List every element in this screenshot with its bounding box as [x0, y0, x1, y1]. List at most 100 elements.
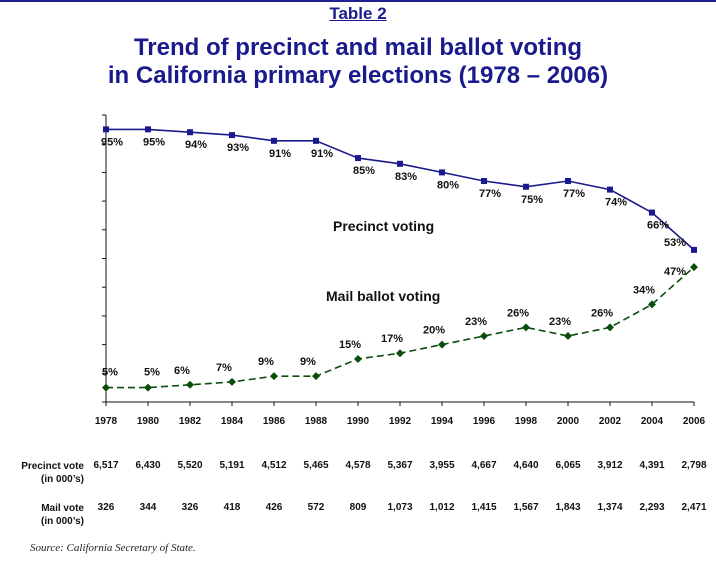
- precinct-marker: [523, 183, 529, 190]
- precinct-marker: [439, 169, 445, 176]
- precinct-marker: [145, 126, 151, 133]
- mail-data-label: 6%: [174, 365, 190, 377]
- x-tick-label: 1984: [221, 416, 244, 427]
- precinct-data-label: 85%: [353, 165, 375, 177]
- mail-marker: [606, 323, 614, 332]
- mail-header-line2: (in 000’s): [41, 516, 84, 527]
- x-tick-label: 1982: [179, 416, 202, 427]
- precinct-vote-cell: 4,640: [513, 460, 539, 471]
- precinct-marker: [103, 126, 109, 133]
- precinct-marker: [649, 209, 655, 216]
- mail-data-label: 17%: [381, 333, 403, 345]
- markers: [102, 126, 698, 392]
- precinct-vote-cell: 4,578: [345, 460, 371, 471]
- mail-data-label: 34%: [633, 284, 655, 296]
- mail-marker: [312, 372, 320, 381]
- mail-vote-cell: 418: [223, 502, 241, 513]
- data-labels: 95% 95% 94% 93% 91% 91% 85% 83% 80% 77% 75% 77% 74% 6…: [101, 136, 686, 378]
- precinct-vote-cell: 5,191: [219, 460, 245, 471]
- precinct-marker: [691, 246, 697, 253]
- mail-data-label: 5%: [102, 367, 118, 379]
- precinct-vote-cell: 2,798: [681, 460, 707, 471]
- axes: 1978 1980 1982 1984 1986 1988 1990 1992 1994 1996…: [95, 114, 706, 427]
- mail-marker: [228, 377, 236, 386]
- mail-vote-cell: 809: [349, 502, 367, 513]
- mail-marker: [186, 380, 194, 389]
- precinct-vote-cell: 3,912: [597, 460, 623, 471]
- mail-data-label: 23%: [549, 316, 571, 328]
- mail-data-label: 9%: [258, 356, 274, 368]
- precinct-marker: [565, 178, 571, 185]
- mail-marker: [270, 372, 278, 381]
- mail-vote-cell: 2,293: [639, 502, 665, 513]
- mail-data-label: 7%: [216, 362, 232, 374]
- precinct-data-label: 77%: [479, 188, 501, 200]
- series-label-mail: Mail ballot voting: [326, 288, 440, 304]
- mail-vote-cell: 572: [307, 502, 325, 513]
- precinct-data-label: 91%: [311, 148, 333, 160]
- x-tick-label: 1990: [347, 416, 370, 427]
- mail-header-line1: Mail vote: [41, 503, 84, 514]
- precinct-vote-cell: 4,667: [471, 460, 497, 471]
- precinct-marker: [607, 186, 613, 193]
- top-rule: [0, 0, 716, 2]
- mail-vote-cell: 1,415: [471, 502, 497, 513]
- precinct-vote-cell: 4,512: [261, 460, 287, 471]
- x-tick-label: 1980: [137, 416, 160, 427]
- precinct-header-line1: Precinct vote: [21, 461, 84, 472]
- x-tick-label: 2000: [557, 416, 580, 427]
- x-tick-label: 1986: [263, 416, 286, 427]
- precinct-marker: [229, 132, 235, 139]
- precinct-vote-cell: 5,465: [303, 460, 329, 471]
- mail-vote-cell: 1,374: [597, 502, 623, 513]
- mail-data-label: 5%: [144, 367, 160, 379]
- title-line-2: in California primary elections (1978 – …: [107, 62, 609, 89]
- mail-marker: [564, 331, 572, 340]
- precinct-data-label: 75%: [521, 194, 543, 206]
- mail-marker: [480, 331, 488, 340]
- mail-vote-cell: 326: [97, 502, 115, 513]
- mail-vote-cell: 1,843: [555, 502, 581, 513]
- mail-marker: [690, 263, 698, 272]
- mail-data-label: 26%: [507, 307, 529, 319]
- mail-data-label: 47%: [664, 266, 686, 278]
- mail-marker: [102, 383, 110, 392]
- x-tick-label: 1998: [515, 416, 538, 427]
- precinct-vote-cell: 5,520: [177, 460, 203, 471]
- precinct-data-label: 66%: [647, 220, 669, 232]
- mail-marker: [396, 349, 404, 358]
- precinct-data-label: 74%: [605, 197, 627, 209]
- precinct-marker: [397, 160, 403, 167]
- mail-marker: [438, 340, 446, 349]
- mail-data-label: 15%: [339, 339, 361, 351]
- mail-vote-cell: 2,471: [681, 502, 707, 513]
- precinct-vote-cell: 4,391: [639, 460, 665, 471]
- precinct-data-label: 80%: [437, 179, 459, 191]
- mail-data-label: 9%: [300, 356, 316, 368]
- precinct-data-label: 94%: [185, 139, 207, 151]
- mail-row-header: Mail vote (in 000’s): [2, 502, 84, 528]
- precinct-data-label: 95%: [101, 136, 123, 148]
- precinct-vote-cell: 3,955: [429, 460, 455, 471]
- precinct-vote-cell: 5,367: [387, 460, 413, 471]
- series-label-precinct: Precinct voting: [333, 218, 434, 234]
- precinct-marker: [481, 178, 487, 185]
- mail-vote-cell: 326: [181, 502, 199, 513]
- x-tick-label: 2006: [683, 416, 706, 427]
- x-tick-label: 2002: [599, 416, 622, 427]
- x-tick-label: 1988: [305, 416, 328, 427]
- series-lines: [106, 128, 695, 389]
- mail-vote-cell: 1,073: [387, 502, 413, 513]
- mail-vote-cell: 1,012: [429, 502, 455, 513]
- x-tick-label: 1992: [389, 416, 412, 427]
- precinct-row-header: Precinct vote (in 000’s): [2, 460, 84, 486]
- precinct-vote-cell: 6,517: [93, 460, 119, 471]
- precinct-marker: [355, 155, 361, 162]
- mail-vote-cell: 426: [265, 502, 283, 513]
- x-tick-label: 1996: [473, 416, 496, 427]
- mail-marker: [144, 383, 152, 392]
- mail-data-label: 20%: [423, 325, 445, 337]
- x-tick-label: 1978: [95, 416, 118, 427]
- mail-marker: [522, 323, 530, 332]
